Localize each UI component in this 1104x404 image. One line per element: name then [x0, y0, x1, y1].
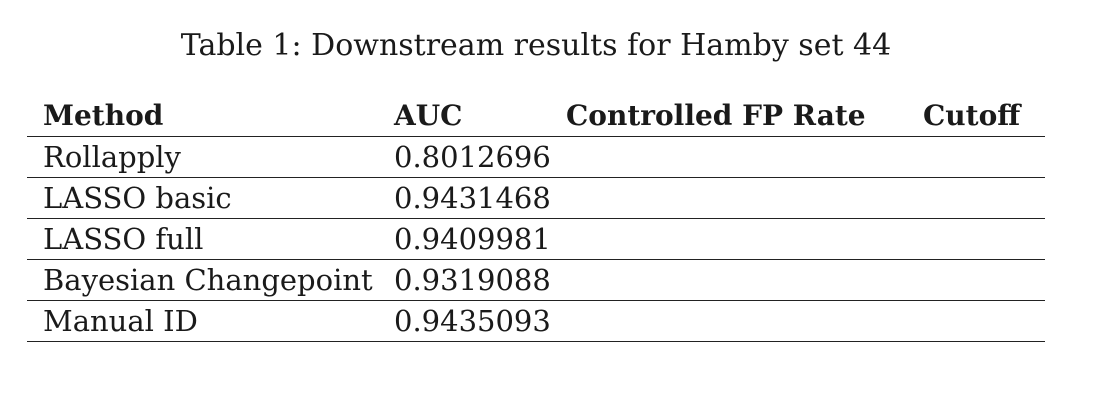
- method-cell: LASSO full: [43, 222, 204, 256]
- auc-cell: 0.8012696: [394, 140, 551, 174]
- header-controlled-fp-rate: Controlled FP Rate: [566, 99, 866, 132]
- table-row: LASSO basic 0.9431468: [27, 178, 1045, 219]
- auc-cell: 0.9431468: [394, 181, 551, 215]
- auc-cell: 0.9409981: [394, 222, 551, 256]
- table-row: Bayesian Changepoint 0.9319088: [27, 260, 1045, 301]
- method-cell: Bayesian Changepoint: [43, 263, 373, 297]
- auc-cell: 0.9319088: [394, 263, 551, 297]
- header-cutoff: Cutoff: [923, 99, 1021, 132]
- table-caption: Table 1: Downstream results for Hamby se…: [180, 28, 892, 63]
- table-row: Manual ID 0.9435093: [27, 301, 1045, 342]
- auc-cell: 0.9435093: [394, 304, 551, 338]
- table-row: Rollapply 0.8012696: [27, 137, 1045, 178]
- header-method: Method: [43, 99, 164, 132]
- table-row: LASSO full 0.9409981: [27, 219, 1045, 260]
- results-table: Method AUC Controlled FP Rate Cutoff Rol…: [27, 94, 1045, 342]
- method-cell: Rollapply: [43, 140, 181, 174]
- method-cell: Manual ID: [43, 304, 198, 338]
- method-cell: LASSO basic: [43, 181, 232, 215]
- header-auc: AUC: [394, 99, 463, 132]
- table-header-row: Method AUC Controlled FP Rate Cutoff: [27, 94, 1045, 137]
